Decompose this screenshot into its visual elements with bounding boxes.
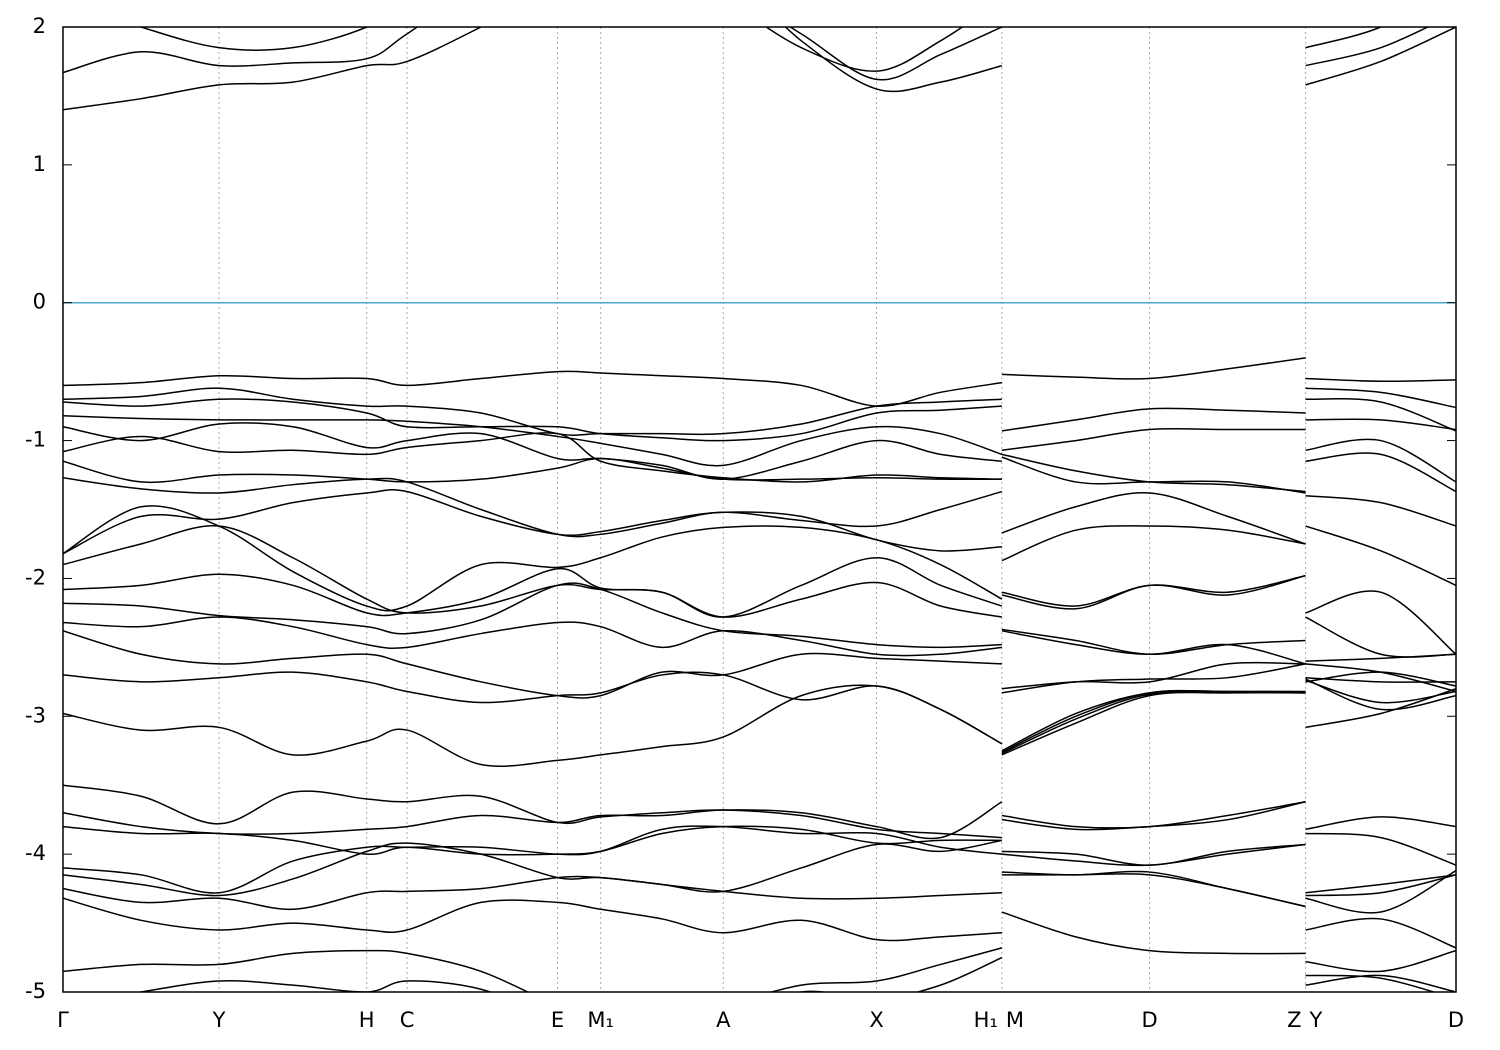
x-tick-label: Y [1309, 1008, 1323, 1032]
x-tick-label: M₁ [587, 1008, 614, 1032]
y-tick-label: -4 [25, 841, 46, 865]
y-tick-label: 0 [33, 290, 46, 314]
labels: 210-1-2-3-4-5Γ Y H C E M₁ A X H₁ M D Z Y D [25, 14, 1464, 1032]
x-tick-label: Y [212, 1008, 226, 1032]
x-tick-label: H₁ [974, 1008, 998, 1032]
y-tick-label: -2 [25, 565, 46, 589]
band-line [63, 825, 1456, 897]
x-tick-label: C [400, 1008, 415, 1032]
x-tick-label: A [716, 1008, 731, 1032]
x-tick-label: E [551, 1008, 564, 1032]
band-line [136, 956, 1456, 992]
x-tick-label: D [1141, 1008, 1157, 1032]
band-line [138, 27, 1383, 72]
x-tick-label: H [359, 1008, 375, 1032]
x-tick-label: X [869, 1008, 883, 1032]
band-line [63, 671, 1456, 755]
y-tick-label: 2 [33, 14, 46, 38]
y-tick-label: -1 [25, 428, 46, 452]
x-tick-label: Z [1287, 1008, 1301, 1032]
band-line [63, 947, 1437, 992]
band-line [63, 489, 1456, 655]
band-line [63, 422, 1456, 494]
band-line [63, 398, 1456, 451]
y-tick-label: -5 [25, 979, 46, 1003]
band-line [63, 357, 1456, 407]
band-line [63, 27, 1430, 81]
y-tick-label: -3 [25, 703, 46, 727]
x-tick-label: D [1448, 1008, 1464, 1032]
x-tick-label: M [1006, 1008, 1024, 1032]
band-line [63, 457, 1456, 562]
plot-frame [62, 26, 1457, 993]
x-tick-label: Γ [57, 1008, 69, 1032]
band-line [63, 873, 1456, 949]
band-line [63, 679, 1456, 767]
band-line [63, 27, 1456, 111]
bands [63, 27, 1456, 992]
y-tick-label: 1 [33, 152, 46, 176]
band-line [63, 897, 1456, 973]
band-line [63, 432, 1456, 545]
